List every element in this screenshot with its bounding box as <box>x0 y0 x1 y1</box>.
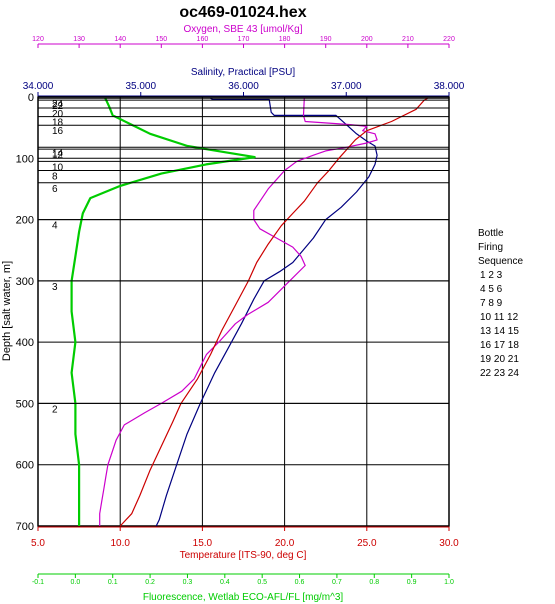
fluorescence-axis: -0.1 0.0 0.1 0.2 0.3 0.4 0.5 0.6 0.7 0.8 0.9 1.0 <box>32 573 454 586</box>
fluorescence-axis-label: Fluorescence, Wetlab ECO-AFL/FL [mg/m^3] <box>143 592 344 603</box>
oxygen-tick-label: 210 <box>402 36 414 43</box>
bottle-firing-label: 18 <box>52 118 64 129</box>
salinity-axis: 34.000 35.000 36.000 37.000 38.000 <box>23 81 465 97</box>
fluorescence-tick-label: 1.0 <box>444 579 454 586</box>
oxygen-profile-line <box>99 98 378 526</box>
oxygen-tick-label: 200 <box>361 36 373 43</box>
bottle-firing-label: 22 <box>52 101 64 112</box>
temperature-axis-label: Temperature [ITS-90, deg C] <box>180 550 307 561</box>
bottle-firing-label: 10 <box>52 162 64 173</box>
fluorescence-tick-label: 0.6 <box>295 579 305 586</box>
chart-title: oc469-01024.hex <box>179 4 306 21</box>
depth-tick-label: 100 <box>16 153 34 165</box>
oxygen-tick-label: 170 <box>238 36 250 43</box>
salinity-tick-label: 35.000 <box>125 81 156 92</box>
fluorescence-tick-label: 0.0 <box>70 579 80 586</box>
fluorescence-tick-label: 0.2 <box>145 579 155 586</box>
salinity-tick-label: 36.000 <box>228 81 259 92</box>
legend-row: 10 11 12 <box>480 312 519 323</box>
fluorescence-tick-label: -0.1 <box>32 579 44 586</box>
legend-row: 19 20 21 <box>480 354 519 365</box>
legend-title-line: Bottle <box>478 228 504 239</box>
salinity-axis-label: Salinity, Practical [PSU] <box>191 67 296 78</box>
bottle-firing-label: 12 <box>52 150 64 161</box>
temperature-profile-line <box>119 97 428 527</box>
oxygen-tick-label: 140 <box>114 36 126 43</box>
bottle-firing-label: 20 <box>52 109 64 120</box>
oxygen-tick-label: 130 <box>73 36 85 43</box>
plot-frame <box>37 96 450 527</box>
temperature-axis: 5.0 10.0 15.0 20.0 25.0 30.0 <box>31 526 459 549</box>
oxygen-tick-label: 190 <box>320 36 332 43</box>
legend-row: 22 23 24 <box>480 368 519 379</box>
depth-tick-label: 500 <box>16 398 34 410</box>
bottle-firing-legend: Bottle Firing Sequence 1 2 3 4 5 6 7 8 9 10 11… <box>478 228 523 379</box>
depth-tick-label: 300 <box>16 276 34 288</box>
depth-axis: 0 100 200 300 400 500 600 700 <box>16 92 34 533</box>
fluorescence-tick-label: 0.3 <box>183 579 193 586</box>
oxygen-tick-label: 160 <box>197 36 209 43</box>
salinity-tick-label: 34.000 <box>23 81 54 92</box>
fluorescence-tick-label: 0.4 <box>220 579 230 586</box>
fluorescence-tick-label: 0.7 <box>332 579 342 586</box>
salinity-tick-label: 38.000 <box>434 81 465 92</box>
legend-title-line: Sequence <box>478 256 523 267</box>
depth-tick-label: 600 <box>16 460 34 472</box>
temperature-tick-label: 5.0 <box>31 538 45 549</box>
bottle-firing-label: 24 <box>52 99 64 110</box>
salinity-tick-label: 37.000 <box>331 81 362 92</box>
depth-tick-label: 200 <box>16 215 34 227</box>
fluorescence-tick-label: 0.5 <box>257 579 267 586</box>
bottle-firing-label: 8 <box>52 172 58 183</box>
oxygen-axis-label: Oxygen, SBE 43 [umol/Kg] <box>184 24 303 35</box>
depth-axis-label: Depth [salt water, m] <box>1 261 13 361</box>
legend-row: 7 8 9 <box>480 298 503 309</box>
fluorescence-profile-line <box>70 97 256 526</box>
temperature-tick-label: 10.0 <box>110 538 130 549</box>
fluorescence-tick-label: 0.9 <box>407 579 417 586</box>
data-series <box>70 97 428 527</box>
fluorescence-tick-label: 0.8 <box>369 579 379 586</box>
depth-tick-label: 400 <box>16 337 34 349</box>
legend-row: 1 2 3 <box>480 270 503 281</box>
bottle-firing-label: 2 <box>52 404 58 415</box>
bottle-firing-label: 4 <box>52 221 58 232</box>
temperature-tick-label: 25.0 <box>357 538 377 549</box>
oxygen-tick-label: 120 <box>32 36 44 43</box>
oxygen-tick-label: 150 <box>155 36 167 43</box>
oxygen-tick-label: 180 <box>279 36 291 43</box>
legend-row: 4 5 6 <box>480 284 503 295</box>
temperature-tick-label: 20.0 <box>275 538 295 549</box>
bottle-firing-label: 16 <box>52 126 64 137</box>
fluorescence-tick-label: 0.1 <box>108 579 118 586</box>
depth-tick-label: 0 <box>28 92 34 104</box>
salinity-profile-line <box>155 97 378 527</box>
oxygen-axis: 120 130 140 150 160 170 180 190 200 210 220 <box>32 36 455 48</box>
temperature-tick-label: 30.0 <box>439 538 459 549</box>
bottle-firing-label: 6 <box>52 184 58 195</box>
depth-tick-label: 700 <box>16 521 34 533</box>
legend-row: 16 17 18 <box>480 340 519 351</box>
legend-title-line: Firing <box>478 242 503 253</box>
temperature-tick-label: 15.0 <box>193 538 213 549</box>
oxygen-tick-label: 220 <box>443 36 455 43</box>
bottle-firing-label: 3 <box>52 282 58 293</box>
bottle-firing-label: 14 <box>52 148 64 159</box>
legend-row: 13 14 15 <box>480 326 519 337</box>
